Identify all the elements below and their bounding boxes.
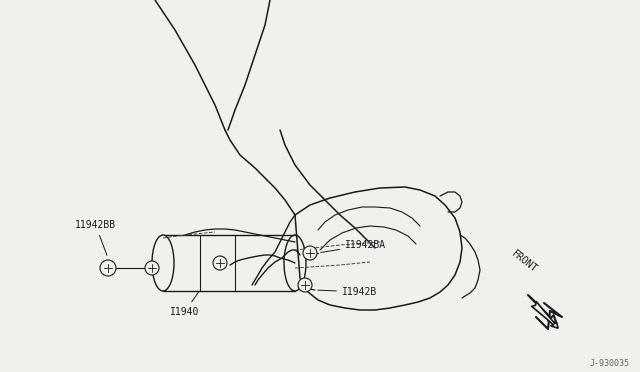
Text: I1942B: I1942B	[318, 287, 377, 297]
Circle shape	[100, 260, 116, 276]
Text: I1942BA: I1942BA	[321, 240, 386, 253]
Text: J-930035: J-930035	[590, 359, 630, 368]
Text: FRONT: FRONT	[510, 249, 540, 275]
Text: 11942BB: 11942BB	[75, 220, 116, 256]
Circle shape	[213, 256, 227, 270]
Circle shape	[298, 278, 312, 292]
Circle shape	[145, 261, 159, 275]
Ellipse shape	[152, 235, 174, 291]
Text: I1940: I1940	[170, 292, 200, 317]
Circle shape	[303, 246, 317, 260]
